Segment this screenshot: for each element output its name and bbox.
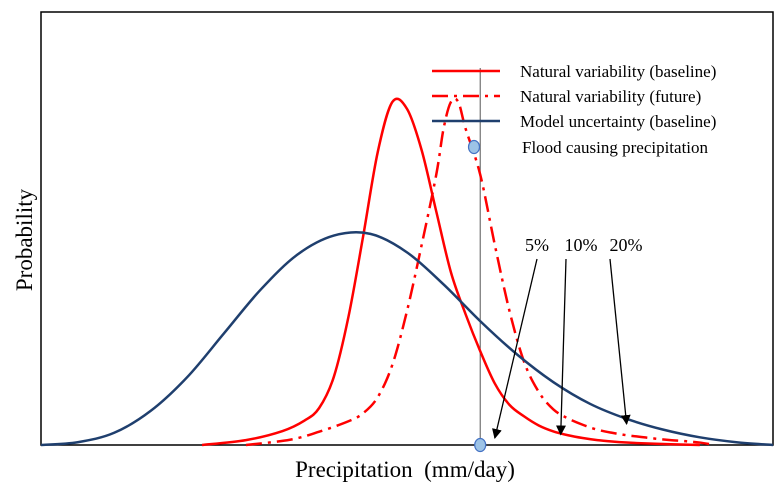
annotation-layer: 5% 10% 20% xyxy=(492,235,643,439)
y-axis-label: Probability xyxy=(12,188,37,291)
series-line-3 xyxy=(40,231,774,447)
plot-frame xyxy=(40,11,774,446)
legend-label-1: Natural variability (baseline) xyxy=(520,62,716,81)
annotation-arrow-3 xyxy=(609,258,631,426)
series-line-2 xyxy=(245,97,715,447)
annotation-arrow-1 xyxy=(492,258,538,439)
annotation-label-3: 20% xyxy=(610,235,643,255)
annotation-label-2: 10% xyxy=(565,235,598,255)
annotation-label-1: 5% xyxy=(525,235,549,255)
x-axis-label: Precipitation (mm/day) xyxy=(295,457,515,482)
flood-precipitation-marker xyxy=(474,437,487,453)
legend-label-marker: Flood causing precipitation xyxy=(522,138,709,157)
legend: Natural variability (baseline) Natural va… xyxy=(432,62,716,157)
annotation-arrow-2 xyxy=(555,258,567,436)
series-layer xyxy=(40,68,774,453)
series-line-1 xyxy=(201,97,700,447)
legend-label-3: Model uncertainty (baseline) xyxy=(520,112,716,131)
legend-swatch-marker xyxy=(467,139,481,155)
legend-label-2: Natural variability (future) xyxy=(520,87,701,106)
